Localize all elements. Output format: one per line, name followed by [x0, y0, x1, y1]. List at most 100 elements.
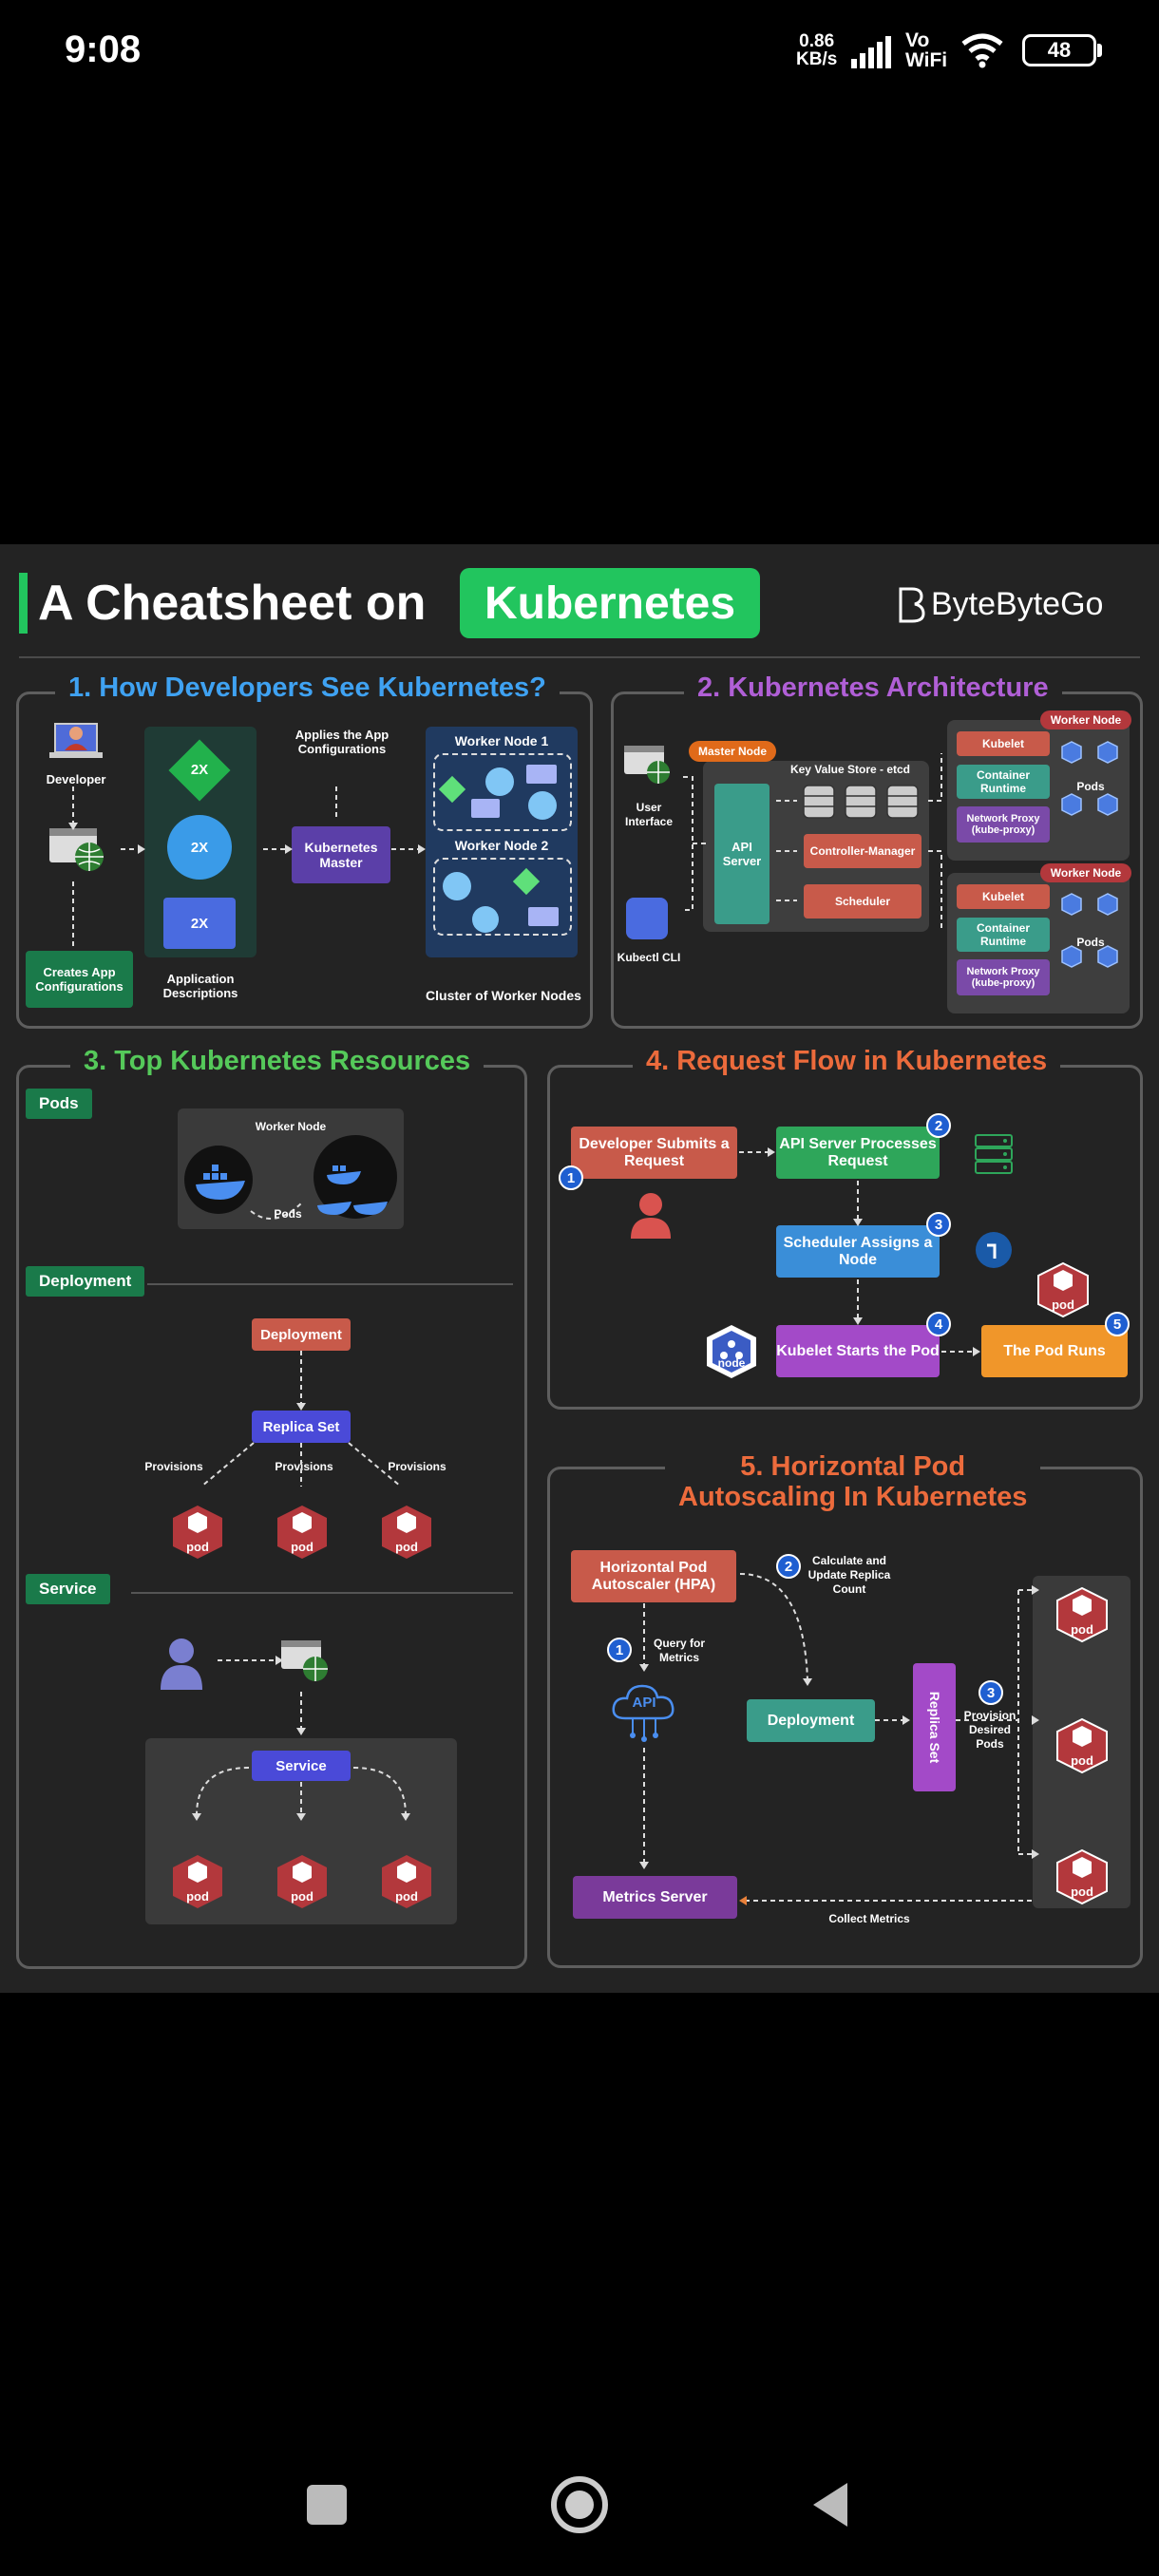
hpa-step-3-badge: 3 [978, 1680, 1003, 1705]
pod-label-svc-3: pod [395, 1889, 418, 1904]
hpa-box: Horizontal Pod Autoscaler (HPA) [571, 1550, 736, 1602]
kv-store-label: Key Value Store - etcd [789, 763, 911, 776]
pods-2-label: Pods [1076, 936, 1105, 949]
node-label: node [717, 1356, 746, 1370]
pod-label-hpa-3: pod [1071, 1885, 1093, 1899]
query-metrics-label: Query for Metrics [653, 1637, 705, 1664]
hpa-replica-set-box [913, 1663, 956, 1791]
pod-icon-hpa-3 [1056, 1848, 1108, 1905]
provisions-label-1: Provisions [144, 1460, 203, 1473]
net-speed-unit: KB/s [796, 49, 838, 69]
pod-icon-flow [1037, 1261, 1089, 1318]
network-speed: 0.86 KB/s [796, 32, 837, 68]
provisions-label-3: Provisions [388, 1460, 446, 1473]
collect-metrics-label: Collect Metrics [828, 1912, 910, 1925]
section-5-arrows [639, 1573, 1039, 1905]
vo-label: Vo [905, 29, 930, 51]
vowifi-indicator: Vo WiFi [905, 30, 947, 70]
step-kubelet: Kubelet Starts the Pod [776, 1325, 940, 1377]
pod-icon-svc-3 [382, 1855, 431, 1908]
section-3-title: 3. Top Kubernetes Resources [70, 1046, 484, 1077]
net-speed-value: 0.86 [799, 31, 835, 51]
wifi-icon [961, 33, 1003, 68]
ui-label: User Interface [624, 801, 674, 828]
creates-app-config-box: Creates App Configurations [26, 951, 133, 1008]
battery-tip [1097, 44, 1102, 57]
clock: 9:08 [65, 28, 142, 70]
calc-update-label: Calculate and Update Replica Count [808, 1554, 891, 1596]
deployment-divider [147, 1283, 513, 1285]
kubernetes-master-box: Kubernetes Master [292, 826, 390, 883]
worker-node-1-box [433, 753, 572, 831]
navigation-bar [0, 2451, 1159, 2576]
back-button[interactable] [809, 2481, 851, 2529]
etcd-database-icons [803, 785, 919, 819]
api-label: API [632, 1695, 656, 1711]
developer-user-icon [631, 1193, 671, 1239]
pods-label: Pods [274, 1207, 302, 1221]
section-2-title: 2. Kubernetes Architecture [684, 672, 1062, 704]
service-divider [131, 1592, 513, 1594]
api-server-box: API Server [714, 784, 770, 924]
cluster-label: Cluster of Worker Nodes [426, 988, 581, 1003]
pod-icon-hpa-2 [1056, 1717, 1108, 1774]
step-3-badge: 3 [926, 1212, 951, 1237]
pod-label-svc-1: pod [186, 1889, 209, 1904]
pod-icon-hpa-1 [1056, 1586, 1108, 1643]
service-tag: Service [26, 1574, 110, 1604]
deployment-box: Deployment [252, 1318, 351, 1351]
node-icon [707, 1325, 756, 1378]
section-4-title: 4. Request Flow in Kubernetes [633, 1046, 1061, 1077]
home-button[interactable] [549, 2474, 610, 2535]
section-1-arrows [68, 786, 426, 948]
worker-node-1-label: Worker Node 1 [454, 733, 549, 748]
step-1-badge: 1 [559, 1165, 583, 1190]
pod-label-flow: pod [1052, 1297, 1074, 1312]
pod-cube-icons [1061, 741, 1118, 968]
pod-label-hpa-1: pod [1071, 1622, 1093, 1637]
master-node-tag: Master Node [689, 741, 776, 762]
service-browser-icon [281, 1640, 328, 1681]
server-rack-icon [975, 1134, 1013, 1174]
brand-name: ByteByteGo [931, 586, 1104, 622]
pod-icon-dep-1 [173, 1506, 222, 1559]
hpa-step-2-badge: 2 [776, 1554, 801, 1579]
green-diamond-icon [168, 739, 231, 802]
developer-laptop-icon [49, 723, 103, 758]
replica-2x-square: 2X [163, 898, 236, 949]
pod-label-dep-1: pod [186, 1540, 209, 1554]
cli-label: Kubectl CLI [617, 951, 681, 964]
step-pod-runs: The Pod Runs [981, 1325, 1128, 1377]
step-4-badge: 4 [926, 1312, 951, 1336]
worker-shapes [438, 765, 559, 933]
app-descriptions-label: Application Descriptions [162, 972, 238, 1000]
runtime-1-box: Container Runtime [957, 765, 1050, 799]
controller-manager-box: Controller-Manager [804, 834, 922, 868]
title-accent-bar [19, 573, 28, 634]
section-4-arrows [739, 1147, 980, 1356]
section-5-title-line1: 5. Horizontal Pod [740, 1451, 966, 1482]
metrics-server-box: Metrics Server [573, 1876, 737, 1919]
signal-icon [851, 36, 891, 68]
scheduler-box: Scheduler [804, 884, 922, 919]
bytebytego-logo-icon [899, 587, 925, 623]
hpa-deployment-box: Deployment [747, 1699, 875, 1742]
runtime-2-box: Container Runtime [957, 918, 1050, 952]
pod-label-svc-2: pod [291, 1889, 314, 1904]
infographic: A Cheatsheet on Kubernetes ByteByteGo 1.… [0, 544, 1159, 1993]
user-interface-icon [624, 746, 670, 784]
browser-globe-icon [49, 828, 104, 871]
title-highlight: Kubernetes [460, 568, 760, 638]
worker-node-2-box [433, 858, 572, 936]
api-cloud-icon [612, 1684, 674, 1742]
kubelet-1-box: Kubelet [957, 731, 1050, 756]
pods-worker-node-label: Worker Node [255, 1120, 327, 1133]
section-2-arrows [683, 753, 942, 929]
step-scheduler: Scheduler Assigns a Node [776, 1225, 940, 1278]
recents-button[interactable] [307, 2485, 347, 2525]
user-icon [161, 1638, 202, 1690]
replica-2x-diamond: 2X [190, 762, 209, 778]
applies-config-label: Applies the App Configurations [294, 728, 390, 756]
kubelet-2-box: Kubelet [957, 884, 1050, 909]
status-bar: 9:08 0.86 KB/s Vo WiFi 48 [0, 0, 1159, 104]
